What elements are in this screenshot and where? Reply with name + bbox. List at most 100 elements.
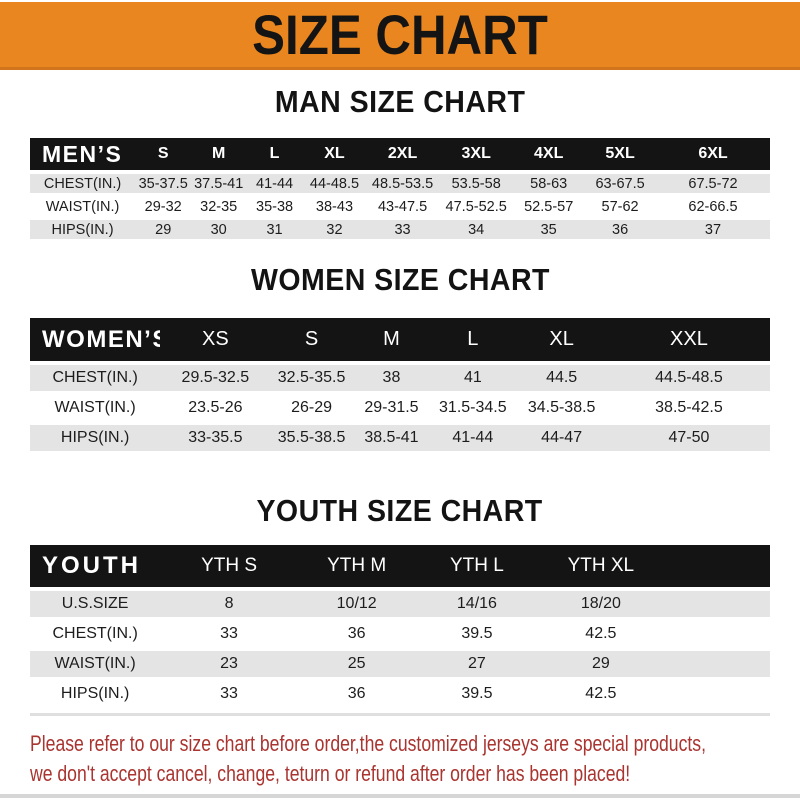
size-value: 29-31.5 bbox=[352, 395, 431, 421]
size-value: 32 bbox=[303, 220, 366, 239]
size-value: 31 bbox=[246, 220, 304, 239]
youth-size-col-header: YTH L bbox=[415, 545, 539, 587]
men-size-col-header: M bbox=[191, 138, 247, 170]
banner-title: SIZE CHART bbox=[252, 2, 548, 66]
size-value: 32.5-35.5 bbox=[270, 365, 353, 391]
size-value: 36 bbox=[584, 220, 656, 239]
size-value: 34 bbox=[439, 220, 514, 239]
women-waist-row: WAIST(IN.) 23.5-26 26-29 29-31.5 31.5-34… bbox=[30, 395, 770, 421]
size-value: 18/20 bbox=[538, 591, 664, 617]
youth-section-heading-text: YOUTH SIZE CHART bbox=[256, 493, 544, 528]
youth-ussize-row: U.S.SIZE 8 10/12 14/16 18/20 bbox=[30, 591, 770, 617]
size-value: 14/16 bbox=[415, 591, 539, 617]
women-size-table: WOMEN’S XS S M L XL XXL CHEST(IN.) 29.5-… bbox=[30, 314, 770, 455]
size-value: 67.5-72 bbox=[655, 174, 770, 193]
size-value: 34.5-38.5 bbox=[515, 395, 608, 421]
size-value: 63-67.5 bbox=[584, 174, 656, 193]
men-size-col-header: 4XL bbox=[513, 138, 585, 170]
men-header-row: MEN’S S M L XL 2XL 3XL 4XL 5XL 6XL bbox=[30, 138, 770, 170]
size-value: 35-38 bbox=[246, 197, 304, 216]
size-value: 44.5 bbox=[515, 365, 608, 391]
women-size-col-header: M bbox=[352, 318, 431, 361]
women-size-col-header: L bbox=[430, 318, 516, 361]
youth-size-col-header: YTH M bbox=[297, 545, 416, 587]
size-value: 58-63 bbox=[513, 174, 585, 193]
size-value: 38 bbox=[352, 365, 431, 391]
size-value: 62-66.5 bbox=[655, 197, 770, 216]
row-label: HIPS(IN.) bbox=[30, 425, 161, 451]
men-size-col-header: S bbox=[135, 138, 192, 170]
row-label: CHEST(IN.) bbox=[30, 365, 161, 391]
size-value: 38-43 bbox=[303, 197, 366, 216]
size-value: 38.5-41 bbox=[352, 425, 431, 451]
men-size-table: MEN’S S M L XL 2XL 3XL 4XL 5XL 6XL CHEST… bbox=[30, 134, 770, 243]
size-value: 10/12 bbox=[297, 591, 416, 617]
size-value: 29 bbox=[135, 220, 192, 239]
size-value: 23 bbox=[160, 651, 298, 677]
women-size-col-header: XS bbox=[160, 318, 271, 361]
size-value: 37 bbox=[655, 220, 770, 239]
youth-waist-row: WAIST(IN.) 23 25 27 29 bbox=[30, 651, 770, 677]
women-hips-row: HIPS(IN.) 33-35.5 35.5-38.5 38.5-41 41-4… bbox=[30, 425, 770, 451]
table-bottom-rule bbox=[30, 713, 770, 716]
size-value: 35 bbox=[513, 220, 585, 239]
youth-corner-label: YOUTH bbox=[30, 545, 161, 587]
size-value: 42.5 bbox=[538, 681, 664, 707]
size-value: 41-44 bbox=[246, 174, 304, 193]
youth-size-table: YOUTH YTH S YTH M YTH L YTH XL U.S.SIZE … bbox=[30, 541, 770, 711]
size-value: 33 bbox=[365, 220, 440, 239]
size-value: 30 bbox=[191, 220, 247, 239]
page-bottom-edge bbox=[0, 794, 800, 798]
women-header-row: WOMEN’S XS S M L XL XXL bbox=[30, 318, 770, 361]
youth-header-row: YOUTH YTH S YTH M YTH L YTH XL bbox=[30, 545, 770, 587]
size-value: 32-35 bbox=[191, 197, 247, 216]
size-value: 25 bbox=[297, 651, 416, 677]
footer-note-line-2: we don't accept cancel, change, teturn o… bbox=[30, 761, 631, 786]
size-value: 52.5-57 bbox=[513, 197, 585, 216]
size-value: 35-37.5 bbox=[135, 174, 192, 193]
size-value: 36 bbox=[297, 621, 416, 647]
size-value: 41 bbox=[430, 365, 516, 391]
row-label: HIPS(IN.) bbox=[30, 681, 161, 707]
men-waist-row: WAIST(IN.) 29-32 32-35 35-38 38-43 43-47… bbox=[30, 197, 770, 216]
size-value: 27 bbox=[415, 651, 539, 677]
row-label: WAIST(IN.) bbox=[30, 197, 136, 216]
men-size-col-header: 6XL bbox=[655, 138, 770, 170]
size-value: 35.5-38.5 bbox=[270, 425, 353, 451]
women-corner-label: WOMEN’S bbox=[30, 318, 161, 361]
women-size-col-header: XXL bbox=[607, 318, 770, 361]
size-value: 43-47.5 bbox=[365, 197, 440, 216]
size-value: 26-29 bbox=[270, 395, 353, 421]
size-value: 41-44 bbox=[430, 425, 516, 451]
men-corner-label: MEN’S bbox=[30, 138, 136, 170]
footer-note-line-1: Please refer to our size chart before or… bbox=[30, 731, 706, 756]
size-value: 33-35.5 bbox=[160, 425, 271, 451]
spacer-cell bbox=[663, 621, 770, 647]
size-chart-banner: SIZE CHART bbox=[0, 2, 800, 70]
size-value: 44.5-48.5 bbox=[607, 365, 770, 391]
women-size-col-header: S bbox=[270, 318, 353, 361]
size-value: 33 bbox=[160, 621, 298, 647]
men-size-col-header: 5XL bbox=[584, 138, 656, 170]
men-size-col-header: 3XL bbox=[439, 138, 514, 170]
size-value: 48.5-53.5 bbox=[365, 174, 440, 193]
size-value: 23.5-26 bbox=[160, 395, 271, 421]
size-value: 29-32 bbox=[135, 197, 192, 216]
size-value: 29 bbox=[538, 651, 664, 677]
size-value: 39.5 bbox=[415, 681, 539, 707]
size-value: 31.5-34.5 bbox=[430, 395, 516, 421]
youth-section-heading: YOUTH SIZE CHART bbox=[0, 493, 800, 529]
men-section-heading: MAN SIZE CHART bbox=[0, 84, 800, 120]
men-size-col-header: L bbox=[246, 138, 304, 170]
men-size-col-header: XL bbox=[303, 138, 366, 170]
youth-hips-row: HIPS(IN.) 33 36 39.5 42.5 bbox=[30, 681, 770, 707]
size-value: 44-48.5 bbox=[303, 174, 366, 193]
spacer-cell bbox=[663, 681, 770, 707]
row-label: WAIST(IN.) bbox=[30, 395, 161, 421]
women-section-heading-text: WOMEN SIZE CHART bbox=[250, 262, 550, 297]
men-chest-row: CHEST(IN.) 35-37.5 37.5-41 41-44 44-48.5… bbox=[30, 174, 770, 193]
women-section-heading: WOMEN SIZE CHART bbox=[0, 262, 800, 298]
size-value: 47.5-52.5 bbox=[439, 197, 514, 216]
row-label: WAIST(IN.) bbox=[30, 651, 161, 677]
row-label: U.S.SIZE bbox=[30, 591, 161, 617]
